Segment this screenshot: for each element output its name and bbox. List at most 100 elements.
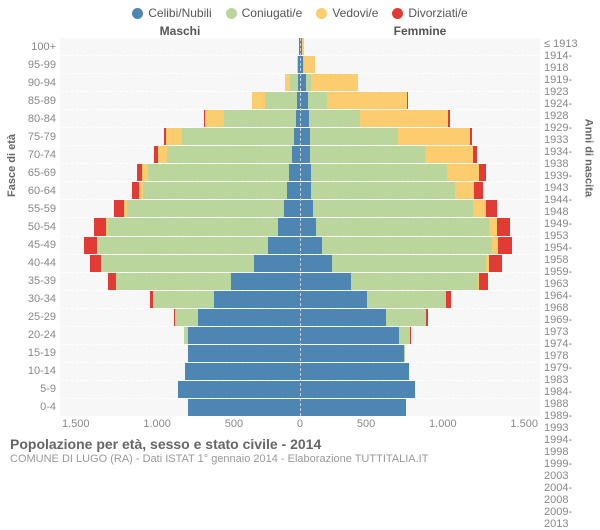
bar-segment <box>94 218 105 235</box>
age-label: 45-49 <box>10 236 60 254</box>
female-half <box>300 110 540 127</box>
y-labels-age: 100+95-9990-9485-8980-8475-7970-7465-696… <box>10 38 60 416</box>
legend-swatch <box>392 8 403 19</box>
x-tick: 500 <box>357 418 375 430</box>
column-headers: Maschi Femmine <box>10 24 590 38</box>
bar-segment <box>332 255 486 272</box>
age-label: 90-94 <box>10 74 60 92</box>
legend-item: Celibi/Nubili <box>132 6 211 20</box>
male-half <box>60 237 300 254</box>
birth-year-label: 2009-2013 <box>540 506 590 530</box>
birth-year-label: 1969-1973 <box>540 314 590 338</box>
male-half <box>60 273 300 290</box>
bar-segment <box>310 146 425 163</box>
bar-segment <box>447 164 479 181</box>
birth-year-label: 1999-2003 <box>540 458 590 482</box>
bar-segment <box>311 164 447 181</box>
chart-title: Popolazione per età, sesso e stato civil… <box>10 436 590 452</box>
bar-segment <box>322 237 492 254</box>
x-tick: 500 <box>225 418 243 430</box>
bar-segment <box>98 237 268 254</box>
male-half <box>60 146 300 163</box>
bar-segment <box>486 200 497 217</box>
birth-year-label: 1919-1923 <box>540 74 590 98</box>
legend-item: Vedovi/e <box>316 6 378 20</box>
bar-segment <box>132 182 139 199</box>
bar-segment <box>116 273 231 290</box>
legend-swatch <box>226 8 237 19</box>
bar-segment <box>300 200 313 217</box>
bar-segment <box>300 128 310 145</box>
female-half <box>300 381 540 398</box>
birth-year-label: 1959-1963 <box>540 266 590 290</box>
female-half <box>300 182 540 199</box>
bar-segment <box>455 182 474 199</box>
age-label: 5-9 <box>10 380 60 398</box>
age-label: 15-19 <box>10 344 60 362</box>
center-divider <box>300 38 301 416</box>
chart-footer: Popolazione per età, sesso e stato civil… <box>10 434 590 465</box>
age-label: 25-29 <box>10 308 60 326</box>
male-half <box>60 128 300 145</box>
male-half <box>60 110 300 127</box>
legend-swatch <box>132 8 143 19</box>
bars-container <box>60 38 540 416</box>
birth-year-label: 1979-1983 <box>540 362 590 386</box>
birth-year-label: 1964-1968 <box>540 290 590 314</box>
population-pyramid-chart: Celibi/Nubili Coniugati/e Vedovi/e Divorzia… <box>0 0 600 500</box>
legend-swatch <box>316 8 327 19</box>
y-axis-title-right: Anni di nascita <box>582 119 594 197</box>
legend: Celibi/Nubili Coniugati/e Vedovi/e Divorzia… <box>10 6 590 20</box>
bar-segment <box>313 200 473 217</box>
male-half <box>60 363 300 380</box>
bar-segment <box>300 237 322 254</box>
x-tick: 0 <box>297 418 303 430</box>
header-male: Maschi <box>60 24 300 38</box>
plot-area: Fasce di età 100+95-9990-9485-8980-8475-… <box>10 38 590 416</box>
bar-segment <box>84 237 97 254</box>
bar-segment <box>446 291 451 308</box>
bar-segment <box>479 164 485 181</box>
birth-year-label: 1944-1948 <box>540 194 590 218</box>
bar-segment <box>127 200 284 217</box>
bar-segment <box>198 309 300 326</box>
bar-segment <box>300 399 406 416</box>
bar-segment <box>497 218 510 235</box>
bar-segment <box>290 74 298 91</box>
age-label: 35-39 <box>10 272 60 290</box>
bar-segment <box>425 146 473 163</box>
female-half <box>300 92 540 109</box>
bar-segment <box>407 92 408 109</box>
bar-segment <box>398 128 470 145</box>
female-half <box>300 164 540 181</box>
bar-segment <box>278 218 300 235</box>
bar-segment <box>188 399 300 416</box>
legend-item: Coniugati/e <box>226 6 303 20</box>
female-half <box>300 128 540 145</box>
bar-segment <box>367 291 445 308</box>
bar-segment <box>351 273 477 290</box>
male-half <box>60 56 300 73</box>
male-half <box>60 218 300 235</box>
bar-segment <box>265 92 297 109</box>
bar-segment <box>182 128 294 145</box>
bar-segment <box>158 146 168 163</box>
bar-segment <box>300 110 309 127</box>
bar-segment <box>360 110 448 127</box>
bar-segment <box>287 182 300 199</box>
female-half <box>300 345 540 362</box>
bar-segment <box>300 363 409 380</box>
x-ticks: 1.5001.00050005001.0001.500 <box>60 418 540 430</box>
birth-year-label: 1994-1998 <box>540 434 590 458</box>
male-half <box>60 255 300 272</box>
age-label: 30-34 <box>10 290 60 308</box>
legend-label: Celibi/Nubili <box>148 6 211 20</box>
bar-segment <box>489 218 497 235</box>
birth-year-label: 1914-1918 <box>540 50 590 74</box>
bar-segment <box>205 110 224 127</box>
bar-segment <box>166 128 182 145</box>
age-label: 20-24 <box>10 326 60 344</box>
bar-segment <box>474 182 483 199</box>
bar-segment <box>300 381 415 398</box>
legend-item: Divorziati/e <box>392 6 467 20</box>
